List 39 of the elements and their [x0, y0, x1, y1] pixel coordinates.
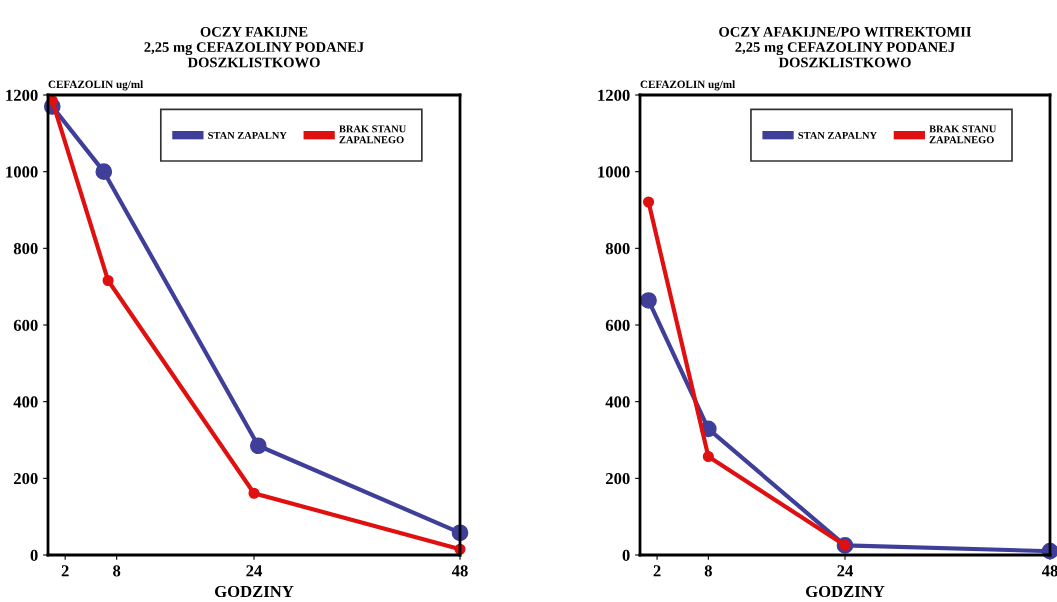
legend-label: STAN ZAPALNY: [798, 131, 877, 139]
point: [248, 487, 260, 499]
y-tick-label: 400: [13, 396, 38, 408]
y-tick-label: 200: [605, 473, 630, 485]
point: [702, 450, 714, 463]
point: [642, 196, 655, 208]
point: [640, 292, 657, 309]
x-tick-label: 8: [113, 565, 121, 577]
point: [249, 437, 267, 455]
legend-label: BRAK STANU ZAPALNEGO: [339, 125, 406, 144]
y-tick-label: 600: [13, 319, 38, 331]
x-axis-title: GODZINY: [214, 585, 294, 598]
y-tick-label: 200: [13, 473, 38, 485]
y-tick-label: 1200: [598, 89, 630, 101]
point: [95, 163, 113, 181]
x-tick-label: 8: [704, 565, 712, 577]
chart-title: OCZY AFAKIJNE/PO WITREKTOMII 2,25 mg CEFAZOLINY PODANEJ DOSZKLISTKOWO: [719, 26, 972, 68]
y-tick-label: 800: [605, 243, 630, 255]
legend-label: STAN ZAPALNY: [208, 131, 287, 139]
y-tick-label: 1000: [598, 166, 630, 178]
point: [102, 274, 114, 287]
x-tick-label: 24: [837, 565, 854, 577]
y-axis-title: CEFAZOLIN ug/ml: [640, 80, 735, 91]
x-tick-label: 2: [61, 565, 69, 577]
x-tick-label: 48: [1041, 565, 1057, 577]
x-axis-title: GODZINY: [805, 585, 885, 598]
y-axis-title: CEFAZOLIN ug/ml: [48, 80, 143, 91]
y-tick-label: 1000: [6, 166, 38, 178]
x-tick-label: 48: [451, 565, 468, 577]
y-tick-label: 800: [13, 243, 38, 255]
y-tick-label: 1200: [6, 89, 38, 101]
y-tick-label: 0: [30, 549, 38, 561]
x-tick-label: 2: [653, 565, 661, 577]
chart-title: OCZY FAKIJNE 2,25 mg CEFAZOLINY PODANEJ DOSZKLISTKOWO: [144, 26, 364, 68]
x-tick-label: 24: [246, 565, 263, 577]
legend-label: BRAK STANU ZAPALNEGO: [929, 125, 997, 144]
y-tick-label: 600: [605, 319, 630, 331]
y-tick-label: 400: [605, 396, 630, 408]
y-tick-label: 0: [622, 549, 630, 561]
